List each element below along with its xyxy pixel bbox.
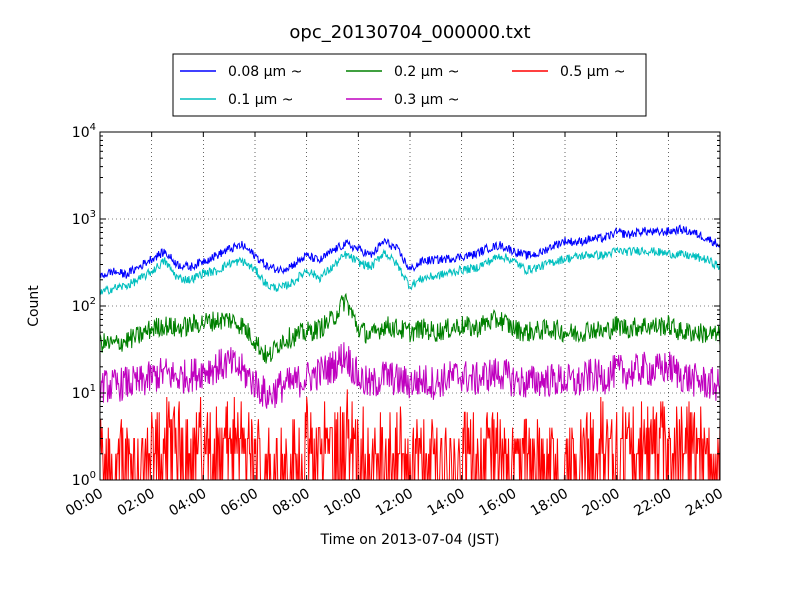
y-tick-label: 102: [72, 296, 96, 315]
x-tick-label: 22:00: [631, 486, 674, 520]
y-tick-label: 100: [72, 470, 96, 489]
y-tick-labels: 100 101 102 103 104: [72, 122, 96, 489]
legend: 0.08 μm ~ 0.1 μm ~ 0.2 μm ~ 0.3 μm ~ 0.5 μm …: [172, 53, 647, 117]
series-line: [100, 389, 720, 480]
series-line: [100, 224, 720, 279]
x-axis-label: Time on 2013-07-04 (JST): [320, 532, 500, 548]
x-tick-label: 06:00: [218, 486, 261, 520]
x-tick-label: 20:00: [580, 486, 623, 520]
x-tick-label: 02:00: [115, 486, 158, 520]
y-axis-label: Count: [26, 285, 42, 327]
y-tick-label: 103: [72, 209, 96, 228]
x-tick-label: 00:00: [63, 486, 106, 520]
x-tick-label: 10:00: [321, 486, 364, 520]
y-tick-label: 104: [72, 122, 96, 141]
grid: [100, 132, 720, 480]
x-tick-label: 18:00: [528, 486, 571, 520]
series-layer: [100, 224, 720, 480]
x-tick-label: 04:00: [166, 486, 209, 520]
legend-label: 0.1 μm ~: [228, 92, 293, 108]
series-line: [100, 292, 720, 364]
legend-label: 0.2 μm ~: [394, 64, 459, 80]
chart-title: opc_20130704_000000.txt: [289, 22, 530, 43]
y-tick-label: 101: [72, 383, 96, 402]
series-line: [100, 246, 720, 295]
legend-label: 0.3 μm ~: [394, 92, 459, 108]
legend-box: [172, 53, 647, 117]
x-tick-label: 24:00: [683, 486, 726, 520]
x-tick-label: 14:00: [425, 486, 468, 520]
x-tick-labels: 00:00 02:00 04:00 06:00 08:00 10:00 12:00 14:00…: [63, 486, 726, 520]
x-tick-label: 08:00: [270, 486, 313, 520]
ticks: [99, 131, 721, 481]
x-tick-label: 16:00: [476, 486, 519, 520]
legend-label: 0.08 μm ~: [228, 64, 302, 80]
x-tick-label: 12:00: [373, 486, 416, 520]
legend-label: 0.5 μm ~: [560, 64, 625, 80]
series-line: [100, 342, 720, 409]
